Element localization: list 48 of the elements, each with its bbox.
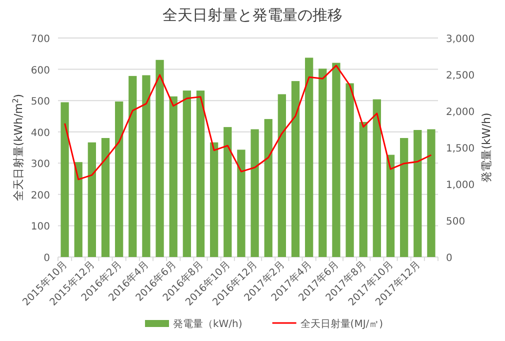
bar: [250, 129, 259, 257]
y-tick-label: 500: [30, 96, 50, 108]
y2-tick-label: 1,500: [446, 144, 475, 154]
y-tick-label: 600: [30, 65, 50, 76]
bar: [291, 81, 300, 257]
bar: [210, 142, 218, 257]
bar: [346, 83, 354, 257]
bar: [264, 119, 272, 257]
bar: [305, 58, 314, 257]
bar: [414, 130, 422, 257]
bar: [169, 96, 178, 257]
bar: [372, 99, 381, 257]
y-tick-label: 700: [30, 34, 50, 45]
bar: [318, 68, 327, 257]
bar: [101, 138, 110, 257]
y2-tick-label: 500: [446, 216, 466, 228]
y-tick-label: 200: [30, 190, 50, 202]
bar: [88, 142, 96, 257]
bar: [332, 62, 340, 257]
y2-tick-label: 2,500: [446, 70, 475, 82]
bar: [115, 102, 124, 257]
bar: [237, 150, 246, 257]
bar: [60, 102, 69, 257]
y2-tick-label: 1,000: [446, 180, 475, 191]
y2-tick-label: 2,000: [446, 107, 475, 118]
y-tick-label: 300: [30, 159, 50, 170]
y2-tick-label: 0: [446, 253, 452, 264]
y-tick-label: 0: [44, 253, 50, 264]
bar: [400, 138, 408, 257]
chart-title: 全天日射量と発電量の推移: [162, 6, 342, 24]
bar: [142, 75, 150, 257]
bar: [278, 94, 286, 257]
bar: [156, 60, 164, 257]
bar: [386, 154, 395, 257]
y-tick-label: 100: [30, 222, 50, 233]
bar: [182, 90, 191, 257]
y2-axis-title: 発電量(kW/h): [480, 112, 493, 182]
legend-label: 全天日射量(MJ/㎡): [300, 318, 384, 330]
bar: [224, 127, 232, 257]
y2-tick-label: 3,000: [446, 34, 475, 45]
bar: [196, 90, 205, 257]
y-tick-label: 400: [30, 128, 50, 139]
bar: [427, 129, 436, 257]
bar: [74, 162, 82, 257]
bar: [128, 76, 137, 257]
legend-label: 発電量（kW/h): [173, 319, 242, 330]
line-series: [64, 64, 432, 180]
bar: [359, 122, 368, 257]
